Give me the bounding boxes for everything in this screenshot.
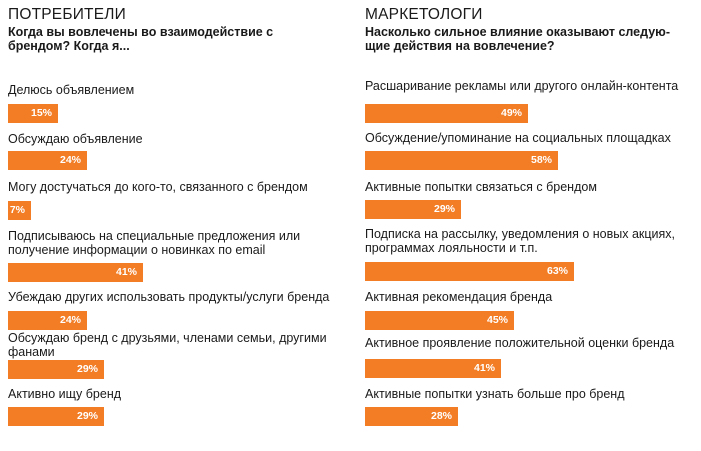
- marketer-bar-5: 45%: [365, 311, 514, 330]
- consumer-bar-1: 15%: [8, 104, 58, 123]
- marketer-bar-value-5: 45%: [486, 314, 508, 326]
- consumer-bar-value-4: 41%: [115, 266, 137, 278]
- marketer-label-5: Активная рекомендация бренда: [365, 290, 553, 304]
- marketer-bar-value-2: 58%: [530, 154, 552, 166]
- consumers-title: ПОТРЕБИТЕЛИ: [8, 6, 126, 23]
- consumer-label-1: Делюсь объявлением: [8, 83, 135, 97]
- marketer-bar-7: 28%: [365, 407, 458, 426]
- consumer-bar-value-1: 15%: [30, 107, 52, 119]
- marketer-bar-6: 41%: [365, 359, 501, 378]
- consumer-label-3: Могу достучаться до кого-то, связанного …: [8, 180, 308, 194]
- marketer-label-7: Активные попытки узнать больше про бренд: [365, 387, 625, 401]
- marketer-label-4: Подписка на рассылку, уведомления о новы…: [365, 227, 676, 255]
- consumer-bar-7: 29%: [8, 407, 104, 426]
- consumer-bar-5: 24%: [8, 311, 87, 330]
- consumer-label-5: Убеждаю других использовать продукты/усл…: [8, 290, 330, 304]
- consumer-label-7: Активно ищу бренд: [8, 387, 122, 401]
- marketer-label-6: Активное проявление положительной оценки…: [365, 336, 675, 350]
- marketer-bar-1: 49%: [365, 104, 528, 123]
- consumer-bar-value-6: 29%: [76, 363, 98, 375]
- consumer-bar-2: 24%: [8, 151, 87, 170]
- marketer-bar-value-3: 29%: [433, 203, 455, 215]
- consumer-bar-3: 7%: [8, 201, 31, 220]
- consumer-label-2: Обсуждаю объявление: [8, 132, 143, 146]
- marketer-bar-value-1: 49%: [500, 107, 522, 119]
- consumer-bar-value-2: 24%: [59, 154, 81, 166]
- marketer-label-1: Расшаривание рекламы или другого онлайн-…: [365, 79, 679, 93]
- consumer-bar-4: 41%: [8, 263, 143, 282]
- marketers-question: Насколько сильное влияние оказывают след…: [365, 25, 671, 53]
- marketer-bar-value-4: 63%: [546, 265, 568, 277]
- marketer-bar-3: 29%: [365, 200, 461, 219]
- consumer-bar-6: 29%: [8, 360, 104, 379]
- marketer-label-2: Обсуждение/упоминание на социальных площ…: [365, 131, 671, 145]
- marketer-bar-4: 63%: [365, 262, 574, 281]
- consumer-bar-value-3: 7%: [9, 204, 25, 216]
- consumers-question: Когда вы вовлечены во взаимодействие с б…: [8, 25, 274, 53]
- consumer-bar-value-7: 29%: [76, 410, 98, 422]
- marketer-bar-2: 58%: [365, 151, 558, 170]
- marketer-label-3: Активные попытки связаться с брендом: [365, 180, 597, 194]
- marketer-bar-value-6: 41%: [473, 362, 495, 374]
- marketers-title: МАРКЕТОЛОГИ: [365, 6, 483, 23]
- consumer-label-4: Подписываюсь на специальные предложения …: [8, 229, 301, 257]
- consumer-bar-value-5: 24%: [59, 314, 81, 326]
- consumer-label-6: Обсуждаю бренд с друзьями, членами семьи…: [8, 331, 327, 359]
- marketer-bar-value-7: 28%: [430, 410, 452, 422]
